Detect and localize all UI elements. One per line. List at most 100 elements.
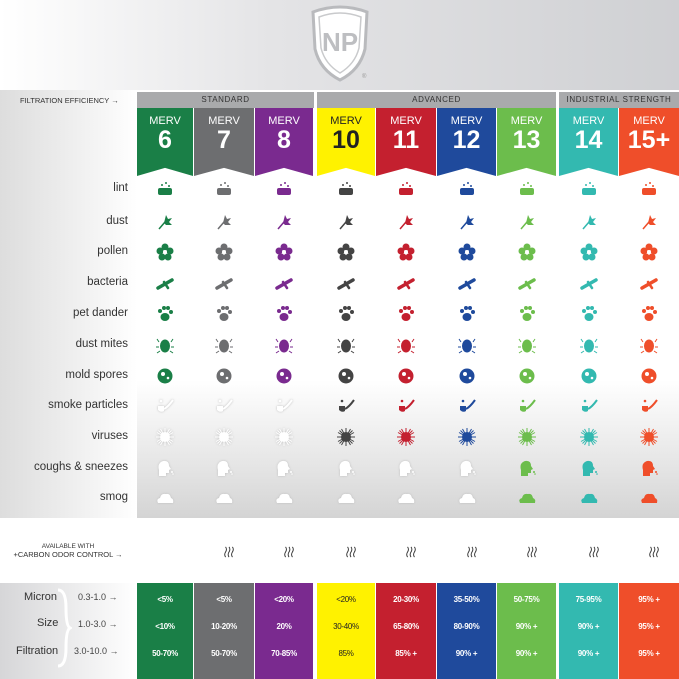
efficiency-value: <5%	[216, 595, 232, 604]
row-label-coughs-sneezes: coughs & sneezes	[34, 461, 128, 473]
merv-label: MERV	[510, 115, 543, 127]
cloud-icon	[580, 493, 597, 503]
merv-rating: 8	[277, 126, 291, 154]
flower-icon	[337, 243, 355, 261]
cloud-icon	[458, 493, 475, 503]
lint-icon	[277, 182, 291, 195]
paw-icon	[277, 306, 292, 321]
efficiency-value: 90% +	[577, 649, 600, 658]
row-label-pet-dander: pet dander	[73, 307, 128, 319]
flower-icon	[156, 243, 174, 261]
flower-icon	[580, 243, 597, 261]
row-label-pollen: pollen	[97, 245, 128, 257]
feather-duster-icon	[459, 215, 474, 230]
efficiency-value: 85% +	[395, 649, 417, 658]
efficiency-value: 90% +	[515, 622, 538, 631]
efficiency-value: 95% +	[638, 595, 660, 604]
steam-icon	[406, 546, 416, 558]
efficiency-value: 90% +	[455, 649, 478, 658]
bacteria-icon	[457, 278, 476, 290]
mite-icon	[397, 338, 415, 354]
bacteria-icon	[579, 278, 598, 290]
efficiency-value: 80-90%	[453, 622, 480, 631]
row-label-bacteria: bacteria	[87, 276, 128, 288]
efficiency-value: 95% +	[638, 649, 660, 658]
spore-icon	[398, 368, 414, 384]
paw-icon	[399, 306, 414, 321]
pipe-icon	[459, 399, 476, 412]
filtration-label: Filtration	[16, 645, 59, 657]
merv-rating: 6	[158, 126, 172, 154]
bacteria-icon	[337, 278, 355, 290]
bacteria-icon	[275, 278, 293, 290]
bacteria-icon	[156, 278, 174, 290]
efficiency-value: 85%	[338, 649, 354, 658]
efficiency-column: <5% <10% 50-70%	[137, 583, 193, 679]
merv-label: MERV	[330, 115, 362, 127]
left-panel-background	[0, 90, 137, 518]
merv-label: MERV	[149, 115, 181, 127]
mite-icon	[337, 338, 355, 354]
lint-icon	[459, 182, 474, 195]
efficiency-column: 95% + 95% + 95% +	[619, 583, 679, 679]
sneeze-head-icon	[642, 460, 658, 476]
merv-rating: 7	[217, 126, 231, 154]
bacteria-icon	[397, 278, 415, 290]
row-label-mold-spores: mold spores	[65, 369, 128, 381]
paw-icon	[519, 306, 535, 321]
group-advanced: ADVANCED	[317, 92, 556, 108]
row-label-dust-mites: dust mites	[75, 338, 128, 350]
sneeze-head-icon	[217, 460, 233, 476]
merv-11-banner: MERV 11	[376, 108, 436, 176]
sneeze-head-icon	[582, 460, 598, 476]
paw-icon	[217, 306, 232, 321]
size-label: Size	[37, 617, 59, 629]
steam-icon	[284, 546, 294, 558]
efficiency-value: <5%	[157, 595, 173, 604]
steam-icon	[346, 546, 356, 558]
merv-rating: 15+	[627, 126, 671, 154]
merv-7-banner: MERV 7	[194, 108, 254, 176]
flower-icon	[518, 243, 535, 261]
paw-icon	[642, 306, 657, 321]
virus-icon	[275, 428, 293, 446]
feather-duster-icon	[581, 215, 596, 230]
pipe-icon	[581, 399, 598, 412]
mite-icon	[517, 338, 536, 354]
efficiency-column: <5% 10-20% 50-70%	[194, 583, 254, 679]
merv-14-banner: MERV 14	[559, 108, 618, 176]
svg-text:®: ®	[362, 73, 367, 80]
sneeze-head-icon	[158, 460, 174, 476]
lint-icon	[158, 182, 172, 195]
virus-icon	[640, 428, 658, 446]
cloud-icon	[216, 493, 233, 503]
merv-13-banner: MERV 13	[497, 108, 556, 176]
virus-icon	[337, 428, 355, 446]
row-label-lint: lint	[113, 182, 128, 194]
efficiency-column: <20% 30-40% 85%	[317, 583, 375, 679]
sneeze-head-icon	[460, 460, 476, 476]
group-industrial-strength: INDUSTRIAL STRENGTH	[559, 92, 679, 108]
merv-10-banner: MERV 10	[317, 108, 375, 176]
efficiency-column: 35-50% 80-90% 90% +	[437, 583, 496, 679]
lint-icon	[581, 182, 596, 195]
cloud-icon	[338, 493, 355, 503]
efficiency-value: 10-20%	[211, 622, 237, 631]
micron-label: Micron	[24, 591, 58, 603]
merv-label: MERV	[268, 115, 300, 127]
steam-icon	[466, 546, 477, 558]
pipe-icon	[158, 399, 174, 412]
merv-rating: 13	[512, 126, 541, 154]
efficiency-value: 50-70%	[211, 649, 237, 658]
merv-label: MERV	[450, 115, 483, 127]
feather-duster-icon	[642, 215, 656, 230]
efficiency-value: 65-80%	[393, 622, 419, 631]
sneeze-head-icon	[399, 460, 415, 476]
feather-duster-icon	[519, 215, 534, 230]
steam-icon	[588, 546, 599, 558]
cloud-icon	[641, 493, 658, 503]
spore-icon	[216, 368, 232, 384]
mite-icon	[640, 338, 658, 354]
efficiency-value: 50-75%	[513, 595, 540, 604]
filtration-efficiency-label: FILTRATION EFFICIENCY →	[20, 96, 119, 105]
